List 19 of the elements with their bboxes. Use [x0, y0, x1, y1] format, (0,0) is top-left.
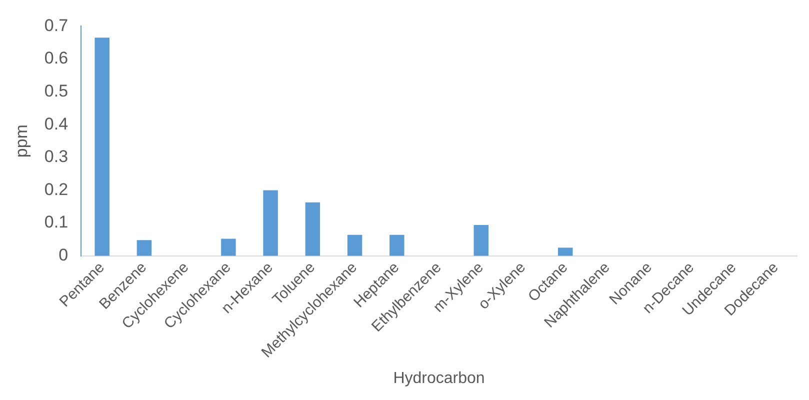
bar	[136, 240, 152, 256]
bar	[474, 225, 488, 256]
y-tick-label: 0	[58, 246, 68, 265]
y-tick-label: 0.1	[44, 212, 68, 232]
bar	[305, 202, 320, 256]
bar	[263, 190, 278, 256]
x-axis-title: Hydrocarbon	[393, 370, 485, 387]
y-axis-title: ppm	[12, 124, 31, 158]
bar	[94, 38, 110, 256]
bar	[558, 248, 573, 256]
y-tick-label: 0.5	[44, 82, 68, 101]
bar	[221, 238, 236, 256]
y-tick-label: 0.2	[44, 180, 68, 199]
y-tick-label: 0.4	[44, 114, 68, 134]
y-tick-label: 0.3	[44, 147, 68, 166]
bar	[347, 234, 362, 256]
y-tick-label: 0.7	[44, 16, 68, 35]
y-tick-label: 0.6	[44, 48, 68, 68]
bar	[390, 234, 404, 256]
